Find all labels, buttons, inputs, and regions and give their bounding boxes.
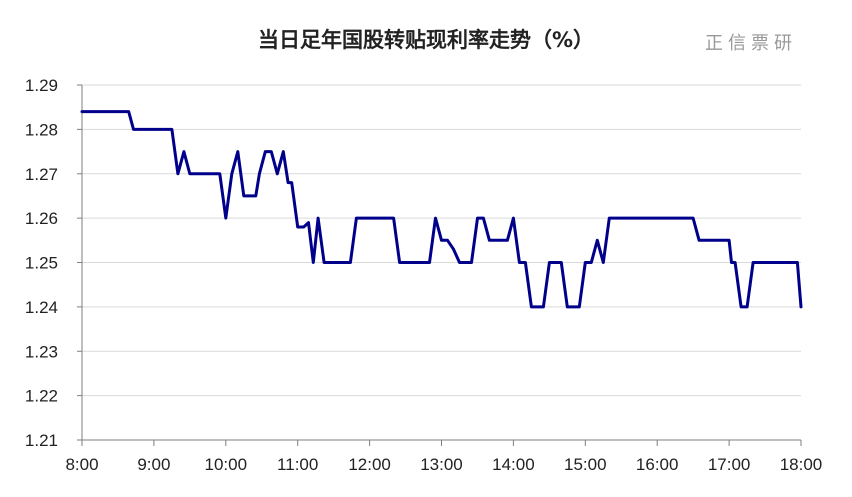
x-tick-label: 10:00 (205, 455, 248, 474)
y-tick-label: 1.26 (25, 209, 58, 228)
y-tick-label: 1.27 (25, 165, 58, 184)
x-tick-label: 12:00 (348, 455, 391, 474)
x-tick-label: 14:00 (492, 455, 535, 474)
y-tick-label: 1.28 (25, 120, 58, 139)
chart-title: 当日足年国股转贴现利率走势（%） (257, 28, 595, 52)
y-tick-label: 1.23 (25, 342, 58, 361)
y-tick-label: 1.25 (25, 254, 58, 273)
x-tick-label: 11:00 (277, 455, 318, 474)
x-tick-label: 8:00 (65, 455, 98, 474)
y-tick-label: 1.22 (25, 387, 58, 406)
x-tick-label: 13:00 (420, 455, 463, 474)
y-tick-label: 1.24 (25, 298, 58, 317)
watermark: 正信票研 (705, 33, 797, 54)
y-tick-label: 1.29 (25, 76, 58, 95)
x-tick-label: 15:00 (564, 455, 607, 474)
y-tick-label: 1.21 (25, 431, 58, 450)
tick-labels: 1.21 1.22 1.23 1.24 1.25 1.26 1.27 1.28 1.29 8:00… (25, 76, 822, 474)
axes (77, 84, 802, 446)
series (80, 110, 803, 309)
x-tick-label: 16:00 (636, 455, 679, 474)
x-tick-label: 17:00 (708, 455, 751, 474)
x-tick-label: 9:00 (137, 455, 170, 474)
x-tick-label: 18:00 (780, 455, 823, 474)
rate-series-line (80, 110, 803, 309)
